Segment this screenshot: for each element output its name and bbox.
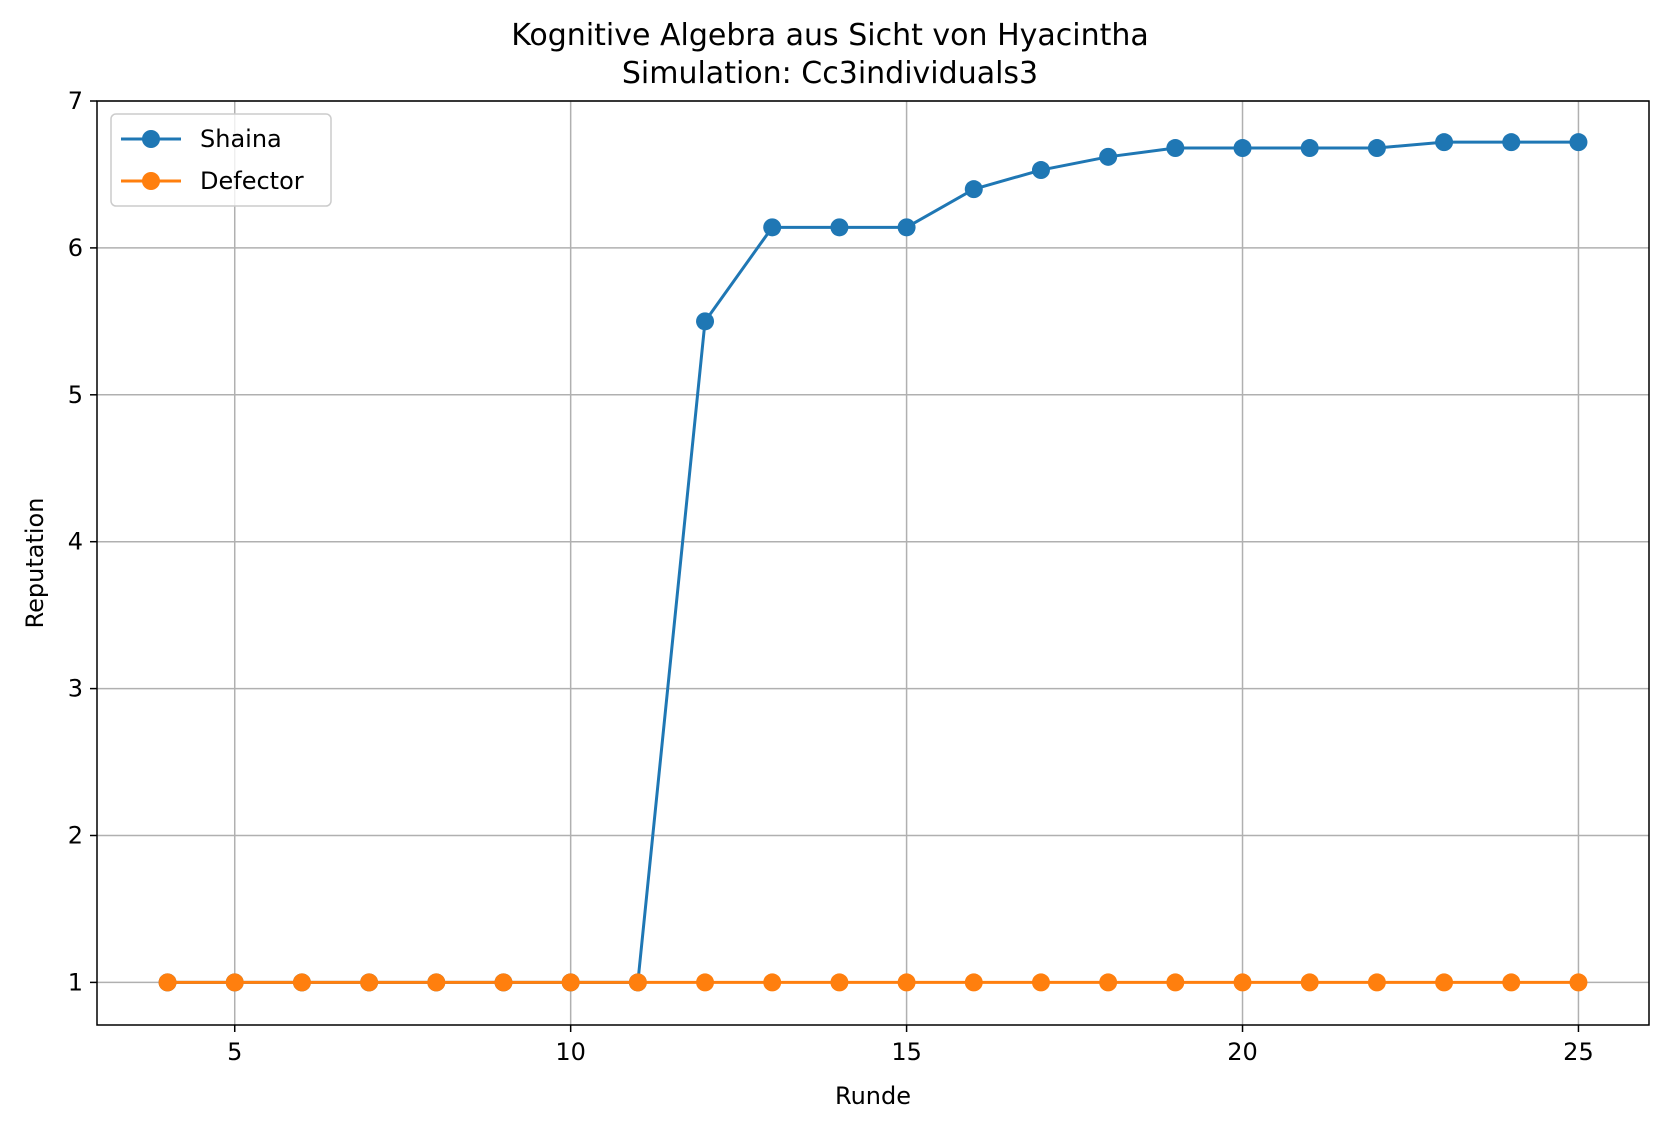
y-tick-label: 2 (68, 821, 83, 849)
x-tick-label: 20 (1227, 1038, 1258, 1066)
x-tick-label: 5 (227, 1038, 242, 1066)
x-tick-label: 10 (555, 1038, 586, 1066)
data-point-defector (292, 973, 311, 992)
data-point-defector (427, 973, 446, 992)
data-point-defector (225, 973, 244, 992)
series-layer (158, 133, 1588, 992)
data-point-defector (1031, 973, 1050, 992)
y-tick-label: 7 (68, 87, 83, 115)
data-point-shaina (1367, 139, 1386, 158)
data-point-shaina (830, 218, 849, 237)
data-point-defector (1569, 973, 1588, 992)
data-point-defector (1300, 973, 1319, 992)
legend-label-defector: Defector (200, 167, 304, 195)
data-point-shaina (1031, 161, 1050, 180)
plot-frame (96, 100, 1650, 1026)
legend-marker-defector (142, 172, 160, 190)
data-point-defector (1435, 973, 1454, 992)
axis-ticks: 5 10 15 20 25 1 2 3 4 5 6 7 (68, 87, 1594, 1066)
data-point-shaina (1233, 139, 1252, 158)
data-point-defector (897, 973, 916, 992)
data-point-shaina (1300, 139, 1319, 158)
data-point-defector (494, 973, 513, 992)
data-point-defector (360, 973, 379, 992)
data-point-defector (1367, 973, 1386, 992)
data-point-defector (1166, 973, 1185, 992)
data-point-defector (1233, 973, 1252, 992)
y-tick-label: 6 (68, 234, 83, 262)
legend: Shaina Defector (110, 113, 332, 207)
y-tick-label: 1 (68, 968, 83, 996)
data-point-defector (830, 973, 849, 992)
data-point-defector (1502, 973, 1521, 992)
data-point-defector (763, 973, 782, 992)
y-tick-label: 5 (68, 381, 83, 409)
grid-lines (97, 100, 1649, 1025)
y-axis-label: Reputation (21, 498, 49, 629)
data-point-shaina (1569, 133, 1588, 152)
data-point-shaina (1166, 139, 1185, 158)
data-point-shaina (1435, 133, 1454, 152)
chart-subtitle: Simulation: Cc3individuals3 (622, 56, 1038, 91)
legend-label-shaina: Shaina (200, 125, 282, 153)
data-point-defector (561, 973, 580, 992)
data-point-shaina (763, 218, 782, 237)
x-tick-label: 15 (891, 1038, 922, 1066)
chart-title: Kognitive Algebra aus Sicht von Hyacinth… (511, 18, 1149, 53)
legend-box (110, 113, 332, 207)
data-point-shaina (1099, 147, 1118, 166)
data-point-shaina (1502, 133, 1521, 152)
data-point-shaina (964, 180, 983, 199)
data-point-defector (1099, 973, 1118, 992)
data-point-shaina (897, 218, 916, 237)
x-axis-label: Runde (835, 1082, 911, 1110)
data-point-defector (628, 973, 647, 992)
data-point-defector (158, 973, 177, 992)
x-tick-label: 25 (1563, 1038, 1594, 1066)
y-tick-label: 3 (68, 675, 83, 703)
legend-marker-shaina (142, 130, 160, 148)
data-point-shaina (696, 312, 715, 331)
data-point-defector (696, 973, 715, 992)
y-tick-label: 4 (68, 528, 83, 556)
data-point-defector (964, 973, 983, 992)
